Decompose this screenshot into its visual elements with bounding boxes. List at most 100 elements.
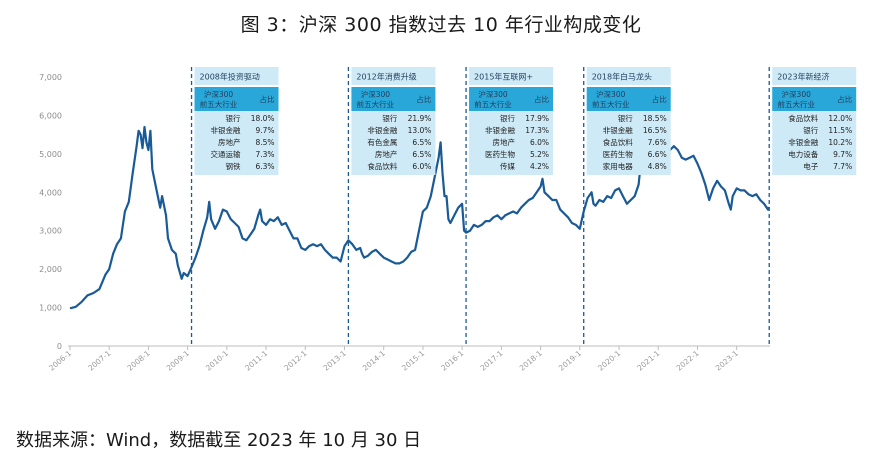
industry-name: 电力设备 — [788, 149, 818, 159]
x-tick-label: 2019-1 — [557, 348, 583, 372]
y-tick-label: 7,000 — [39, 73, 62, 82]
industry-share: 6.6% — [648, 150, 667, 159]
line-chart: 0 1,000 2,000 3,000 4,000 5,000 6,000 7,000 200… — [39, 67, 857, 373]
box-header-line1: 沪深300 — [782, 89, 812, 99]
industry-share: 12.0% — [828, 114, 852, 123]
figure-title: 图 3：沪深 300 指数过去 10 年行业构成变化 — [240, 14, 642, 36]
industry-name: 传媒 — [500, 161, 515, 171]
industry-name: 房地产 — [218, 137, 241, 147]
y-tick-label: 1,000 — [39, 304, 62, 313]
industry-share: 6.5% — [412, 138, 431, 147]
industry-share: 4.2% — [530, 162, 549, 171]
industry-name: 银行 — [500, 113, 515, 123]
box-header-line1: 沪深300 — [361, 89, 391, 99]
x-tick-label: 2006-1 — [47, 348, 73, 372]
y-tick-label: 5,000 — [39, 150, 62, 159]
box-body-bg — [469, 111, 554, 175]
industry-name: 非银金融 — [603, 125, 633, 135]
box-body-bg — [351, 111, 436, 175]
industry-share: 6.0% — [530, 138, 549, 147]
box-body-bg — [772, 111, 857, 175]
industry-name: 银行 — [803, 125, 818, 135]
box-header-share: 占比 — [837, 94, 852, 104]
box-header-line2: 前五大行业 — [474, 99, 512, 109]
x-tick-label: 2013-1 — [322, 348, 348, 372]
industry-name: 非银金融 — [367, 125, 397, 135]
box-header-line2: 前五大行业 — [200, 99, 238, 109]
industry-name: 银行 — [618, 113, 633, 123]
industry-share: 21.9% — [408, 114, 432, 123]
box-header-line2: 前五大行业 — [777, 99, 815, 109]
industry-share: 18.0% — [251, 114, 275, 123]
industry-share: 7.6% — [648, 138, 667, 147]
industry-name: 电子 — [803, 161, 818, 171]
box-title-bg — [469, 67, 554, 85]
x-tick-label: 2012-1 — [282, 348, 308, 372]
y-axis: 0 1,000 2,000 3,000 4,000 5,000 6,000 7,000 — [39, 73, 62, 351]
x-tick-label: 2017-1 — [478, 348, 504, 372]
x-tick-label: 2021-1 — [635, 348, 661, 372]
box-header-share: 占比 — [416, 94, 431, 104]
industry-name: 钢铁 — [226, 161, 241, 171]
y-tick-label: 6,000 — [39, 111, 62, 120]
industry-share: 16.5% — [643, 126, 667, 135]
box-title: 2018年白马龙头 — [592, 72, 652, 82]
x-tick-label: 2020-1 — [596, 348, 622, 372]
industry-share: 11.5% — [828, 126, 852, 135]
x-tick-label: 2022-1 — [675, 348, 701, 372]
industry-share: 6.3% — [255, 162, 274, 171]
industry-name: 银行 — [226, 113, 241, 123]
industry-name: 医药生物 — [485, 149, 515, 159]
industry-name: 医药生物 — [603, 149, 633, 159]
box-header-share: 占比 — [652, 94, 667, 104]
industry-share: 9.7% — [255, 126, 274, 135]
industry-name: 家用电器 — [603, 161, 633, 171]
industry-share: 13.0% — [408, 126, 432, 135]
box-title: 2015年互联网+ — [474, 72, 533, 82]
box-title: 2012年消费升级 — [356, 72, 416, 82]
box-header-share: 占比 — [260, 94, 275, 104]
industry-share: 10.2% — [828, 138, 852, 147]
industry-share: 5.2% — [530, 150, 549, 159]
box-body-bg — [194, 111, 279, 175]
box-header-line1: 沪深300 — [204, 89, 234, 99]
industry-name: 有色金属 — [367, 137, 397, 147]
industry-share: 6.0% — [412, 162, 431, 171]
box-header-line1: 沪深300 — [478, 89, 508, 99]
industry-name: 房地产 — [375, 149, 398, 159]
box-header-bg — [469, 87, 554, 111]
box-title-bg — [772, 67, 857, 85]
data-source-note: 数据来源：Wind，数据截至 2023 年 10 月 30 日 — [16, 430, 422, 451]
industry-name: 食品饮料 — [367, 161, 397, 171]
x-tick-label: 2011-1 — [243, 348, 269, 372]
box-header-line2: 前五大行业 — [357, 99, 395, 109]
x-tick-label: 2015-1 — [400, 348, 426, 372]
x-axis: 2006-1 2007-1 2008-1 2009-1 2010-1 2011-1 2012… — [47, 345, 770, 373]
x-tick-label: 2010-1 — [204, 348, 230, 372]
industry-name: 非银金融 — [211, 125, 241, 135]
industry-share: 9.7% — [833, 150, 852, 159]
box-header-bg — [194, 87, 279, 111]
x-tick-label: 2014-1 — [361, 348, 387, 372]
x-tick-label: 2009-1 — [165, 348, 191, 372]
box-header-bg — [586, 87, 671, 111]
x-tick-label: 2016-1 — [439, 348, 465, 372]
industry-name: 食品饮料 — [603, 137, 633, 147]
industry-share: 7.7% — [833, 162, 852, 171]
industry-share: 18.5% — [643, 114, 667, 123]
industry-name: 食品饮料 — [788, 113, 818, 123]
box-body-bg — [586, 111, 671, 175]
y-tick-label: 3,000 — [39, 227, 62, 236]
box-title: 2008年投资驱动 — [200, 72, 260, 82]
box-header-share: 占比 — [534, 94, 549, 104]
box-header-line1: 沪深300 — [596, 89, 626, 99]
industry-share: 4.8% — [648, 162, 667, 171]
industry-share: 17.9% — [525, 114, 549, 123]
industry-name: 银行 — [382, 113, 397, 123]
box-header-bg — [772, 87, 857, 111]
y-tick-label: 0 — [57, 342, 62, 351]
y-tick-label: 2,000 — [39, 265, 62, 274]
